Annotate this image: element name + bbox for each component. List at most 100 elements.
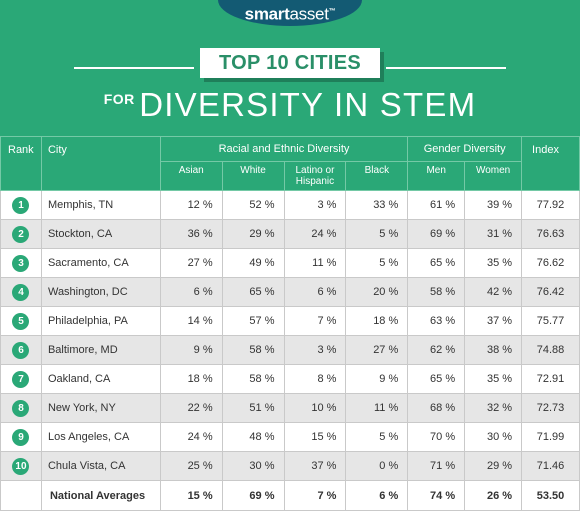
- rank-cell: 7: [0, 364, 42, 394]
- black-cell: 33 %: [345, 190, 409, 220]
- white-cell: 52 %: [221, 190, 285, 220]
- brand-name-bold: smart: [244, 4, 290, 24]
- title-rule-right: [386, 67, 506, 69]
- city-cell: Stockton, CA: [40, 219, 161, 249]
- rank-cell: 8: [0, 393, 42, 423]
- black-cell: 0 %: [345, 451, 409, 481]
- city-cell: Los Angeles, CA: [40, 422, 161, 452]
- avg-asian-cell: 15 %: [159, 480, 223, 511]
- rank-badge: 1: [12, 196, 30, 214]
- brand-logo[interactable]: smartasset™: [218, 0, 362, 26]
- index-cell: 74.88: [521, 335, 580, 365]
- index-cell: 71.99: [521, 422, 580, 452]
- white-cell: 30 %: [221, 451, 285, 481]
- white-cell: 58 %: [221, 364, 285, 394]
- asian-cell: 9 %: [159, 335, 223, 365]
- rank-cell: 2: [0, 219, 42, 249]
- city-cell: Philadelphia, PA: [40, 306, 161, 336]
- men-cell: 58 %: [407, 277, 466, 307]
- city-cell: Washington, DC: [40, 277, 161, 307]
- table-row: 3 Sacramento, CA 27 % 49 % 11 % 5 % 65 % 35 % 76…: [0, 248, 580, 278]
- header-banner: smartasset™ TOP 10 CITIES FOR DIVERSITY …: [0, 0, 580, 136]
- black-cell: 20 %: [345, 277, 409, 307]
- index-cell: 76.42: [521, 277, 580, 307]
- avg-women-cell: 26 %: [464, 480, 523, 511]
- white-cell: 58 %: [221, 335, 285, 365]
- brand-trademark: ™: [328, 8, 336, 15]
- index-cell: 76.62: [521, 248, 580, 278]
- asian-cell: 25 %: [159, 451, 223, 481]
- black-cell: 5 %: [345, 219, 409, 249]
- men-cell: 62 %: [407, 335, 466, 365]
- women-cell: 42 %: [464, 277, 523, 307]
- rank-badge: 9: [12, 428, 30, 446]
- header-latino: Latino or Hispanic: [283, 161, 347, 191]
- index-cell: 71.46: [521, 451, 580, 481]
- title-prefix: FOR: [103, 91, 135, 107]
- men-cell: 71 %: [407, 451, 466, 481]
- white-cell: 51 %: [221, 393, 285, 423]
- table-row: 4 Washington, DC 6 % 65 % 6 % 20 % 58 % 42 % 76.…: [0, 277, 580, 307]
- header-black: Black: [345, 161, 409, 191]
- rank-cell: 1: [0, 190, 42, 220]
- header-racial-group: Racial and Ethnic Diversity: [159, 136, 409, 162]
- table-row: 9 Los Angeles, CA 24 % 48 % 15 % 5 % 70 % 30 % 7…: [0, 422, 580, 452]
- header-women: Women: [464, 161, 523, 191]
- page-title: FOR DIVERSITY IN STEM: [0, 86, 580, 124]
- index-cell: 72.91: [521, 364, 580, 394]
- latino-cell: 24 %: [283, 219, 347, 249]
- white-cell: 49 %: [221, 248, 285, 278]
- men-cell: 65 %: [407, 364, 466, 394]
- city-cell: Sacramento, CA: [40, 248, 161, 278]
- table-row: 2 Stockton, CA 36 % 29 % 24 % 5 % 69 % 31 % 76.6…: [0, 219, 580, 249]
- header-rank: Rank: [0, 136, 42, 191]
- women-cell: 35 %: [464, 364, 523, 394]
- header-white: White: [221, 161, 285, 191]
- avg-latino-cell: 7 %: [283, 480, 347, 511]
- title-banner: TOP 10 CITIES: [200, 48, 380, 78]
- index-cell: 72.73: [521, 393, 580, 423]
- rank-cell: 6: [0, 335, 42, 365]
- rank-cell: 4: [0, 277, 42, 307]
- title-rule-left: [74, 67, 194, 69]
- latino-cell: 3 %: [283, 190, 347, 220]
- asian-cell: 24 %: [159, 422, 223, 452]
- men-cell: 68 %: [407, 393, 466, 423]
- black-cell: 9 %: [345, 364, 409, 394]
- averages-label: National Averages: [40, 480, 161, 511]
- men-cell: 61 %: [407, 190, 466, 220]
- asian-cell: 22 %: [159, 393, 223, 423]
- black-cell: 27 %: [345, 335, 409, 365]
- white-cell: 29 %: [221, 219, 285, 249]
- women-cell: 29 %: [464, 451, 523, 481]
- header-men: Men: [407, 161, 466, 191]
- avg-men-cell: 74 %: [407, 480, 466, 511]
- white-cell: 57 %: [221, 306, 285, 336]
- header-index: Index: [521, 136, 580, 191]
- city-cell: Chula Vista, CA: [40, 451, 161, 481]
- rank-badge: 3: [12, 254, 30, 272]
- national-averages-row: National Averages 15 % 69 % 7 % 6 % 74 % 26 % 5…: [0, 480, 580, 511]
- women-cell: 39 %: [464, 190, 523, 220]
- women-cell: 30 %: [464, 422, 523, 452]
- rank-cell: 5: [0, 306, 42, 336]
- title-main: DIVERSITY IN STEM: [139, 86, 477, 123]
- rank-badge: 5: [12, 312, 30, 330]
- header-city: City: [40, 136, 161, 191]
- rank-badge: 10: [12, 457, 30, 475]
- latino-cell: 8 %: [283, 364, 347, 394]
- table-row: 1 Memphis, TN 12 % 52 % 3 % 33 % 61 % 39 % 77.92: [0, 190, 580, 220]
- latino-cell: 3 %: [283, 335, 347, 365]
- men-cell: 69 %: [407, 219, 466, 249]
- rank-badge: 8: [12, 399, 30, 417]
- index-cell: 77.92: [521, 190, 580, 220]
- stem-diversity-table: Rank City Racial and Ethnic Diversity Ge…: [0, 136, 580, 511]
- header-asian: Asian: [159, 161, 223, 191]
- asian-cell: 12 %: [159, 190, 223, 220]
- rank-cell: 3: [0, 248, 42, 278]
- brand-name-light: asset: [289, 4, 329, 24]
- women-cell: 35 %: [464, 248, 523, 278]
- city-cell: New York, NY: [40, 393, 161, 423]
- latino-cell: 11 %: [283, 248, 347, 278]
- latino-cell: 15 %: [283, 422, 347, 452]
